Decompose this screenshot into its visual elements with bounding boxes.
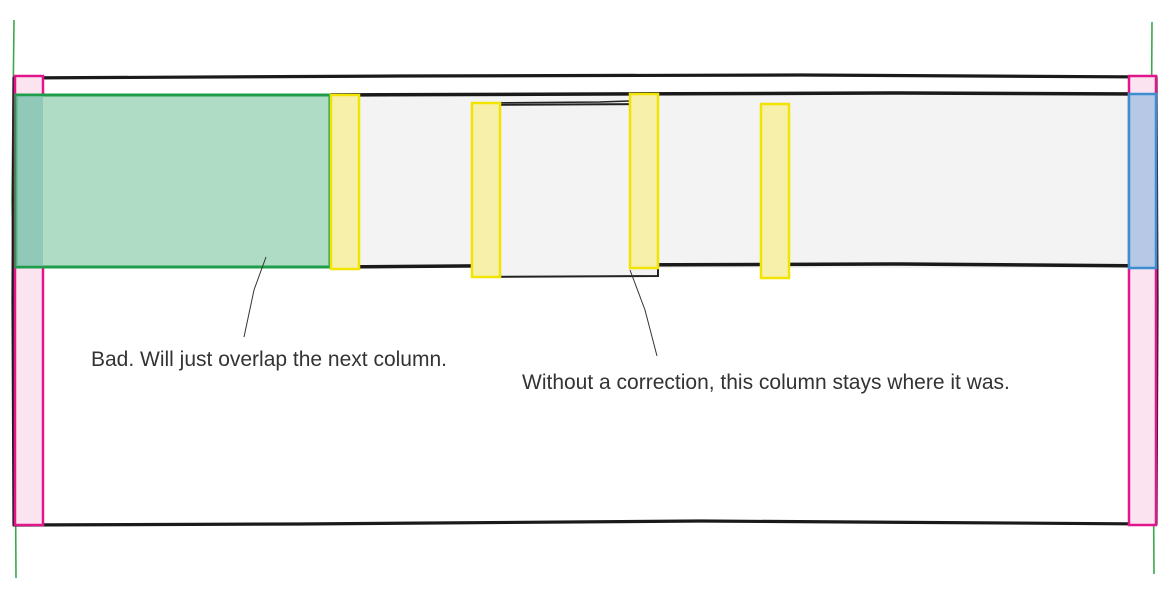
header-row-bottom-border	[329, 262, 1155, 269]
yellow-gutter-4	[759, 102, 791, 280]
yellow-gutter-2	[470, 101, 502, 279]
yellow-gutter-1	[329, 93, 361, 271]
overlap-annotation-text: Bad. Will just overlap the next column.	[91, 348, 447, 371]
overflowing-green-column	[14, 93, 332, 269]
correction-annotation-text: Without a correction, this column stays …	[522, 371, 1010, 394]
header-row-top-border	[329, 91, 1155, 97]
yellow-gutter-3	[628, 92, 660, 270]
right-blue-column	[1127, 92, 1158, 270]
correction-annotation-pointer	[629, 269, 658, 357]
green-column-gutter-overlap	[16, 96, 43, 266]
bad-annotation-pointer	[243, 256, 267, 338]
